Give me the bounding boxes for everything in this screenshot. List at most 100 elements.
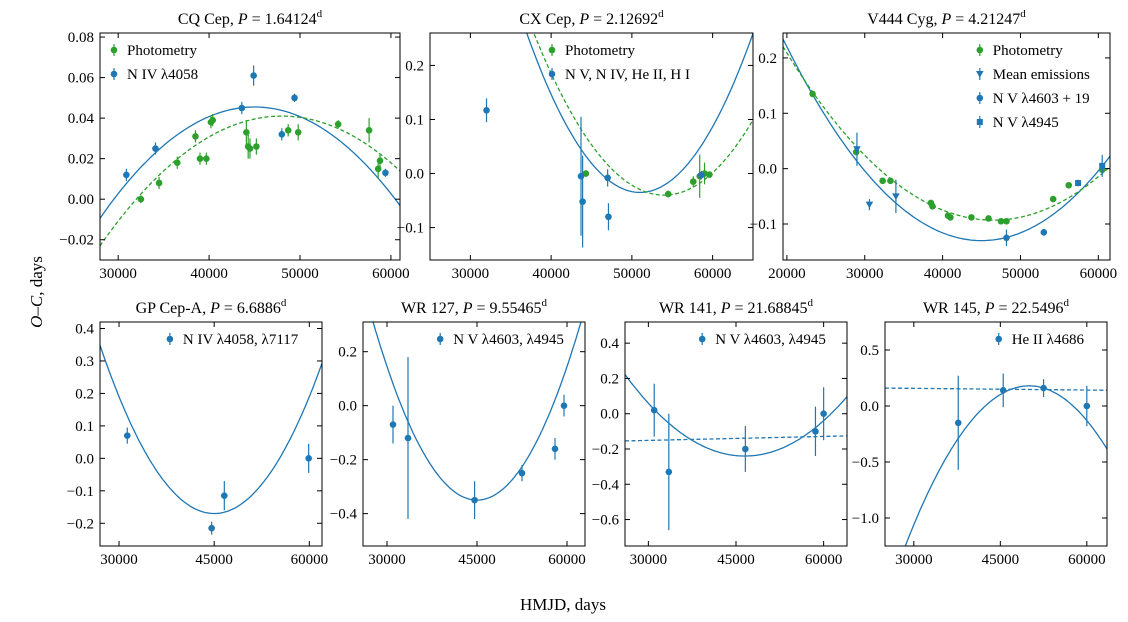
legend-marker (548, 46, 556, 54)
panel-title-eq: = 9.55465 (473, 300, 542, 317)
panel-title: WR 145, P = 22.5496d (923, 297, 1070, 317)
data-point (518, 469, 526, 477)
data-point (334, 120, 342, 128)
data-points (954, 373, 1091, 470)
x-tick-label: 60000 (548, 552, 586, 568)
panel-title-eq: = 22.5496 (995, 300, 1064, 317)
plot-frame (99, 321, 323, 547)
data-points (650, 383, 827, 531)
plot-frame (782, 32, 1111, 261)
y-tick-label: 0.04 (68, 111, 95, 127)
panel-title: GP Cep-A, P = 6.6886d (136, 297, 287, 317)
y-tick-label: 0.2 (600, 371, 619, 387)
y-tick-label: 0.2 (758, 51, 777, 67)
panel-title-unit: d (542, 297, 548, 309)
data-point (208, 524, 215, 532)
x-axis-label: HMJD, days (520, 595, 606, 614)
y-tick-label: −0.6 (592, 513, 620, 529)
panel-title-unit: d (317, 8, 323, 20)
data-point (1040, 229, 1048, 236)
panel-title-p: P (237, 11, 248, 28)
data-point (879, 177, 886, 185)
fit-curve-1 (885, 387, 1107, 391)
data-point (382, 169, 389, 177)
y-tick-label: 0.0 (600, 407, 619, 423)
data-point (209, 116, 217, 124)
data-points (123, 427, 312, 535)
x-tick-label: 30000 (368, 552, 406, 568)
fit-curve-0 (526, 33, 753, 194)
data-points (389, 357, 568, 520)
panel-title: CX Cep, P = 2.12692d (519, 8, 664, 28)
panel-title-p: P (984, 300, 995, 317)
panel-0: 30000 40000 50000 60000 −0.02 0.00 0.02 0.04 0.0… (59, 8, 409, 282)
y-tick-label: 0.4 (600, 336, 619, 352)
data-point (155, 179, 163, 187)
x-tick-label: 60000 (372, 266, 410, 282)
data-point (404, 434, 412, 442)
legend-marker (436, 335, 444, 343)
panel-title-p: P (462, 300, 473, 317)
panel-title-eq: = 1.64124 (248, 11, 317, 28)
data-point (243, 129, 250, 136)
legend-label: N IV λ4058, λ7117 (183, 332, 299, 348)
y-tick-label: 0.0 (860, 399, 879, 415)
y-tick-label: 0.0 (75, 451, 94, 467)
legend: Photometry Mean emissions N V λ4603 + 19 N … (976, 43, 1090, 131)
data-point (551, 445, 559, 453)
legend-label: N V λ4945 (993, 115, 1059, 131)
fit-curve-0 (100, 344, 322, 515)
panel-title-star: WR 127, (401, 300, 463, 317)
data-point (997, 217, 1005, 225)
y-tick-label: −0.4 (592, 477, 620, 493)
legend-label: Photometry (127, 43, 197, 59)
data-point (305, 455, 312, 462)
x-tick-label: 45000 (717, 552, 755, 568)
data-point (579, 198, 586, 205)
y-tick-label: 0.1 (405, 112, 424, 128)
panel-title: WR 141, P = 21.68845d (659, 297, 814, 317)
x-tick-label: 50000 (613, 266, 651, 282)
panel-title-eq: = 21.68845 (731, 300, 808, 317)
y-tick-label: 0.06 (68, 71, 95, 87)
legend-marker (548, 70, 556, 78)
panel-5: 30000 45000 60000 −0.6 −0.4 −0.2 0.0 0.2 0.4 WR 1… (592, 297, 848, 568)
legend-marker (995, 335, 1002, 343)
panel-1: 30000 40000 50000 60000 −0.1 0.0 0.1 0.2 CX Cep,… (397, 8, 754, 282)
data-point (284, 126, 292, 134)
data-point (947, 214, 954, 221)
legend: N V λ4603, λ4945 (436, 332, 564, 348)
data-point (706, 171, 713, 178)
y-tick-label: 0.0 (338, 399, 357, 415)
panel-title-p: P (720, 300, 731, 317)
y-tick-label: 0.5 (860, 343, 879, 359)
data-point (820, 410, 827, 418)
panel-title-star: CX Cep, (519, 11, 579, 28)
y-tick-label: 0.0 (405, 167, 424, 183)
fit-curve-0 (625, 374, 847, 457)
data-point (689, 178, 697, 185)
x-tick-label: 30000 (630, 552, 668, 568)
legend-marker (110, 70, 118, 78)
y-axis-label-main: O–C (27, 295, 46, 328)
legend-marker (110, 46, 118, 54)
panel-6: 30000 45000 60000 −1.0 −0.5 0.0 0.5 WR 145, P =… (852, 297, 1108, 568)
data-point (376, 157, 384, 164)
data-point (253, 143, 260, 150)
legend: N IV λ4058, λ7117 (166, 332, 299, 348)
panels: 30000 40000 50000 60000 −0.02 0.00 0.02 0.04 0.0… (59, 8, 1117, 568)
data-point (698, 171, 705, 179)
legend-marker (976, 71, 984, 78)
plot-frame (884, 321, 1108, 547)
panel-title-eq: = 6.6886 (220, 300, 281, 317)
x-tick-label: 30000 (100, 552, 138, 568)
fit-curve-0 (100, 106, 400, 219)
fit-curves (100, 106, 400, 247)
data-point (1003, 217, 1010, 225)
data-point (123, 171, 130, 179)
fit-curves (372, 322, 582, 501)
data-point (665, 468, 673, 476)
data-point (389, 421, 397, 428)
data-point (365, 126, 373, 134)
